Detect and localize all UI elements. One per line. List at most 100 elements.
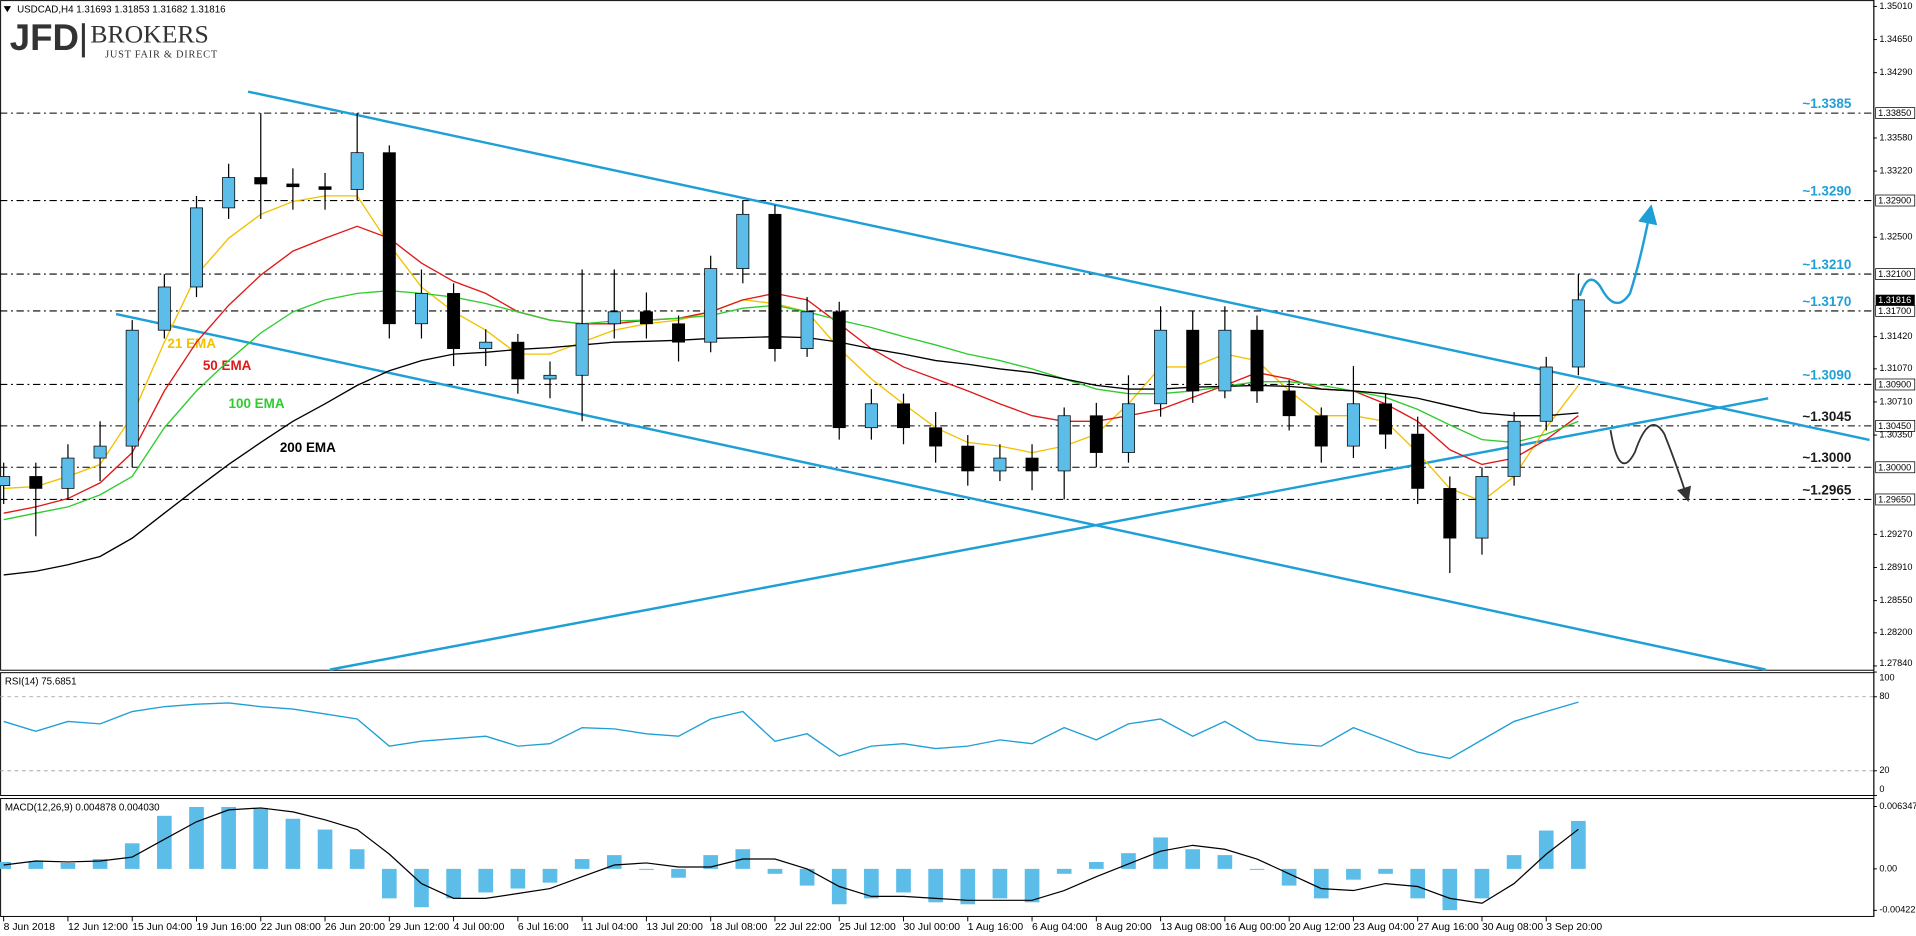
level-label: ~1.3210 [1802,257,1851,272]
ema-label: 21 EMA [167,336,216,351]
macd-bar [1346,868,1361,880]
x-tick-label: 20 Aug 12:00 [1289,922,1350,933]
macd-bar [799,868,815,886]
level-label: ~1.3000 [1802,450,1851,465]
candle-body [1443,488,1457,539]
macd-bar [92,859,108,869]
ema-line [3,290,1579,521]
candle-body [93,445,107,459]
macd-bar [414,868,429,908]
y-tick-label: 1.33220 [1879,166,1912,176]
macd-bar [189,806,204,869]
scenario-down [1609,424,1692,502]
y-tick-label: 1.27840 [1879,658,1912,668]
x-tick-label: 30 Aug 08:00 [1482,922,1543,933]
y-tick-label: -0.004221 [1879,905,1916,915]
y-tick-label: 80 [1879,691,1889,701]
channel-lower [115,312,1766,671]
x-tick-label: 16 Aug 00:00 [1225,922,1286,933]
ema-line [3,335,1579,576]
level-axis-label: 1.30000 [1878,462,1911,472]
symbol-icon [3,6,12,13]
macd-bar [1088,862,1104,869]
x-tick-label: 18 Jul 08:00 [711,922,768,933]
ema-line [3,225,1579,514]
level-box [1875,461,1916,474]
y-tick-label: 1.35010 [1879,1,1912,11]
macd-bar [253,807,269,869]
last-price-label: 1.31816 [1878,295,1911,305]
y-tick-label: 0.00 [1879,863,1897,873]
panel-title: RSI(14) 75.6851 [5,676,77,687]
macd-bar [960,868,976,905]
macd-bar [381,868,397,899]
candle-body [350,152,364,190]
candle-body [864,403,878,429]
macd-bar [1538,830,1554,869]
candle-body [1154,329,1168,405]
candle-body [961,445,975,472]
candle-body [190,207,203,288]
macd-bar [157,815,172,869]
macd-bar [896,868,911,893]
level-label: ~1.2965 [1802,482,1851,497]
candle-body [447,293,461,349]
macd-bar [124,843,140,869]
candle-body [736,213,750,269]
x-tick-label: 13 Aug 08:00 [1161,922,1222,933]
y-tick-label: 1.28550 [1879,595,1912,605]
y-tick-label: 1.32500 [1879,232,1912,242]
candle-body [61,457,75,489]
level-label: ~1.3290 [1802,184,1851,199]
panel-title: MACD(12,26,9) 0.004878 0.004030 [5,802,160,813]
candle-body [157,286,171,331]
macd-bar [928,868,943,903]
x-tick-label: 19 Jun 16:00 [196,922,256,933]
level-axis-label: 1.33850 [1878,108,1911,118]
candle-body [1539,366,1553,422]
candle-body [543,374,557,380]
level-box [1875,107,1916,120]
macd-bar [446,868,461,899]
candle-body [29,476,43,489]
last-price-box [1875,294,1915,306]
macd-bar [1024,868,1040,903]
logo: JFD BROKERS JUST FAIR & DIRECT [10,17,217,60]
scenario-up [1578,204,1658,304]
candle-body [929,427,943,447]
macd-bar [992,868,1008,899]
candle-body [1571,299,1585,368]
x-tick-label: 11 Jul 04:00 [582,922,638,933]
y-tick-label: 1.31420 [1879,331,1912,341]
candle-body [575,323,589,376]
ema-label: 50 EMA [203,358,252,373]
y-tick-label: 0.006347 [1879,801,1916,811]
candle-body [1121,403,1135,453]
candle-body [639,311,653,325]
x-tick-label: 15 Jun 04:00 [132,922,192,933]
y-tick-label: 1.30350 [1879,429,1912,439]
candle-body [1411,433,1425,489]
x-tick-label: 29 Jun 12:00 [389,922,449,933]
panel-title: USDCAD,H4 1.31693 1.31853 1.31682 1.3181… [17,4,225,15]
x-tick-label: 8 Jun 2018 [4,922,56,933]
macd-bar [864,868,879,899]
macd-bar [28,861,44,869]
candle-body [0,476,11,487]
macd-bar [574,859,590,869]
macd-bar [1410,868,1426,899]
macd-bar [285,818,301,869]
x-tick-label: 27 Aug 16:00 [1418,922,1479,933]
candle-body [1507,420,1521,477]
logo-brand: JFD [10,17,79,58]
macd-bar [510,868,526,889]
candle-body [1379,403,1393,435]
macd-bar [1217,855,1233,869]
level-axis-label: 1.29650 [1878,494,1911,504]
x-tick-label: 4 Jul 00:00 [454,922,505,933]
macd-bar [0,862,12,869]
x-tick-label: 25 Jul 12:00 [839,922,896,933]
